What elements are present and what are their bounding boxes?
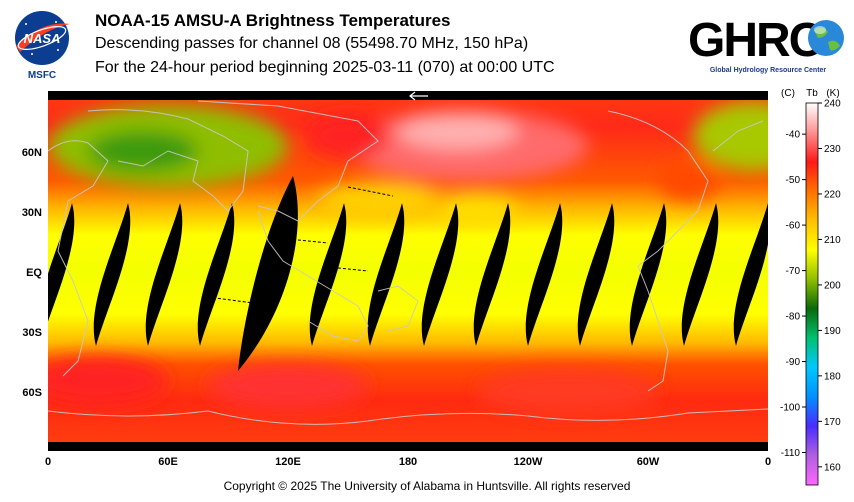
data-gap-swath — [525, 203, 563, 346]
data-gap-swath — [197, 203, 235, 346]
celsius-tick-label: -50 — [786, 175, 801, 186]
globe-icon — [808, 20, 844, 56]
data-gap-swath — [577, 203, 615, 346]
lon-label: 120E — [275, 456, 301, 468]
channel-description: Descending passes for channel 08 (55498.… — [95, 35, 529, 52]
data-gap-swath — [733, 203, 768, 346]
msfc-caption: MSFC — [28, 70, 56, 80]
data-gap-swath — [48, 203, 75, 322]
lon-label: 0 — [764, 456, 772, 468]
kelvin-tick-label: 160 — [824, 462, 841, 473]
colorbar: (C) Tb (K) 240 230 220 210 200 190 180 170 160 -4… — [780, 89, 841, 486]
data-gap-swath — [629, 203, 667, 346]
temperature-anomalies — [48, 101, 768, 413]
celsius-tick-label: -60 — [786, 221, 801, 232]
lon-label: 0 — [44, 456, 52, 468]
bottom-no-data-band — [48, 442, 768, 451]
ghrc-logo: GHRC Global Hydrology Resource Center — [688, 14, 844, 74]
colorbar-tb-header: Tb — [806, 89, 818, 99]
celsius-tick-label: -80 — [786, 312, 801, 323]
orbit-tracks — [207, 186, 394, 304]
lon-label: 60E — [158, 456, 178, 468]
data-gap-swath — [93, 203, 131, 346]
data-gap-swaths — [48, 176, 768, 371]
nasa-logo: NASA MSFC — [15, 11, 70, 80]
ghrc-logo-text: GHRC — [688, 14, 823, 67]
date-line-arrow-icon — [409, 91, 428, 101]
celsius-tick-label: -70 — [786, 266, 801, 277]
colorbar-kelvin-header: (K) — [826, 89, 839, 99]
kelvin-tick-label: 180 — [824, 371, 841, 382]
title-block: NOAA-15 AMSU-A Brightness Temperatures D… — [95, 10, 555, 80]
celsius-tick-label: -40 — [786, 130, 801, 141]
top-no-data-band — [48, 91, 768, 100]
data-gap-swath — [145, 203, 183, 346]
lat-label: 30S — [22, 327, 42, 339]
lon-label: 120W — [513, 456, 543, 468]
brightness-temperature-map — [48, 91, 768, 451]
kelvin-tick-label: 240 — [824, 99, 841, 110]
data-gap-swath — [681, 203, 719, 346]
celsius-tick-label: -90 — [786, 357, 801, 368]
coastlines — [48, 100, 768, 425]
page-title: NOAA-15 AMSU-A Brightness Temperatures — [95, 11, 451, 30]
data-gap-swath — [421, 203, 459, 346]
ghrc-caption: Global Hydrology Resource Center — [710, 67, 827, 74]
kelvin-tick-label: 210 — [824, 235, 841, 246]
lat-label: 60S — [22, 387, 42, 399]
lat-label: 60N — [21, 147, 42, 159]
celsius-tick-label: -110 — [781, 448, 801, 459]
copyright-footer: Copyright © 2025 The University of Alaba… — [223, 479, 631, 493]
data-gap-swath — [473, 203, 511, 346]
period-description: For the 24-hour period beginning 2025-03… — [95, 59, 555, 76]
celsius-tick-label: -100 — [780, 403, 800, 414]
kelvin-tick-label: 190 — [824, 326, 841, 337]
nasa-logo-text: NASA — [24, 31, 61, 46]
colorbar-gradient — [805, 102, 819, 486]
kelvin-tick-label: 200 — [824, 280, 841, 291]
data-gap-swath — [367, 203, 405, 346]
lat-label: EQ — [26, 267, 42, 279]
lon-label: 180 — [398, 456, 418, 468]
data-gap-swath — [309, 203, 347, 346]
lon-label: 60W — [636, 456, 660, 468]
data-gap-swath — [238, 176, 298, 371]
colorbar-celsius-header: (C) — [781, 89, 795, 99]
kelvin-tick-label: 230 — [824, 144, 841, 155]
lat-label: 30N — [21, 207, 42, 219]
kelvin-tick-label: 220 — [824, 189, 841, 200]
kelvin-tick-label: 170 — [824, 417, 841, 428]
